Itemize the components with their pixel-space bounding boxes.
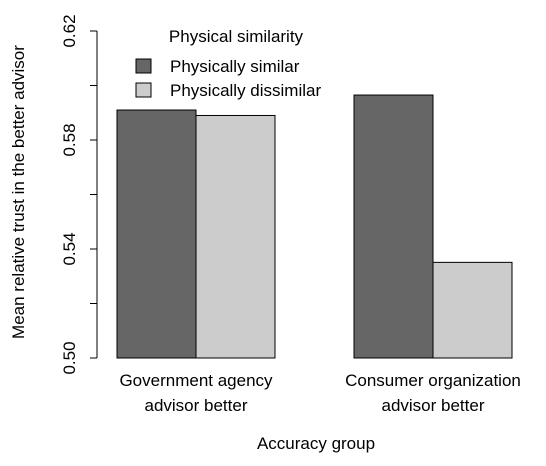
legend-label-physically-similar: Physically similar	[170, 57, 300, 76]
y-axis: 0.50 0.54 0.58 0.62	[60, 14, 98, 375]
legend-swatch-physically-similar	[135, 58, 152, 74]
bars	[116, 94, 513, 359]
y-tick-label: 0.58	[60, 123, 79, 156]
category-label: advisor better	[382, 396, 485, 415]
y-tick-label: 0.50	[60, 341, 79, 374]
category-label: Consumer organization	[345, 371, 521, 390]
bar-physically-dissimilar-0	[195, 114, 276, 359]
legend-title: Physical similarity	[169, 27, 304, 46]
bar-physically-similar-1	[353, 94, 434, 359]
y-tick-label: 0.62	[60, 14, 79, 47]
category-labels: Government agency advisor better Consumer …	[119, 371, 520, 415]
legend-swatch-physically-dissimilar	[135, 82, 152, 98]
legend: Physical similarity Physically similar P…	[135, 27, 321, 100]
y-tick-label: 0.54	[60, 232, 79, 265]
bar-physically-dissimilar-1	[432, 261, 513, 359]
y-axis-label: Mean relative trust in the better adviso…	[9, 45, 28, 339]
category-label: Government agency	[119, 371, 273, 390]
bar-physically-similar-0	[116, 109, 197, 359]
legend-label-physically-dissimilar: Physically dissimilar	[170, 81, 321, 100]
category-label: advisor better	[145, 396, 248, 415]
x-axis-label: Accuracy group	[257, 434, 375, 453]
